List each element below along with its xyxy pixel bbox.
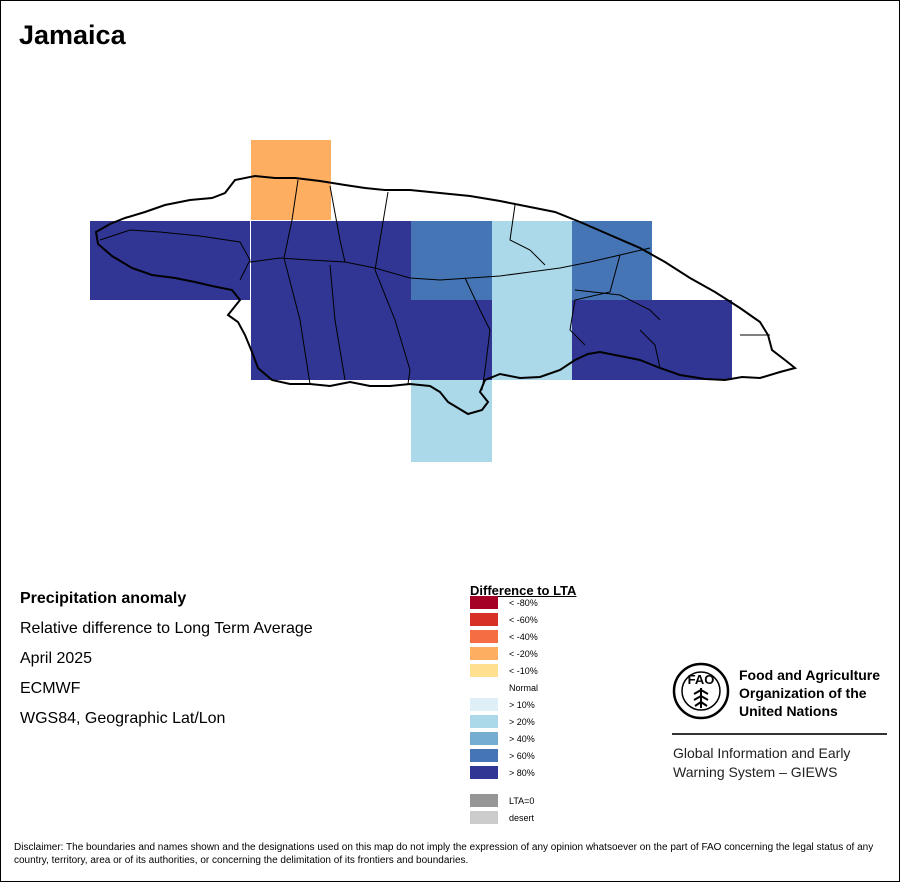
anomaly-cell: [572, 300, 732, 380]
info-period: April 2025: [20, 650, 93, 667]
anomaly-cell: [251, 300, 492, 380]
legend-item: Normal: [470, 681, 538, 694]
fao-branding: FAO Food and Agriculture Organization of…: [672, 662, 887, 780]
anomaly-cell: [251, 221, 411, 300]
legend-item: > 10%: [470, 698, 535, 711]
legend-item: > 20%: [470, 715, 535, 728]
map-info: Precipitation anomaly Relative differenc…: [20, 588, 313, 738]
anomaly-cell: [411, 221, 492, 300]
legend-label: < -80%: [509, 597, 538, 608]
legend-label: > 20%: [509, 716, 535, 727]
legend-item: < -40%: [470, 630, 538, 643]
anomaly-cell: [572, 221, 652, 300]
anomaly-cell: [411, 380, 492, 462]
legend-label: < -20%: [509, 648, 538, 659]
legend: Difference to LTA < -80% < -60% < -40% < -2…: [470, 583, 577, 824]
legend-swatch: [470, 698, 498, 711]
legend-swatch: [470, 647, 498, 660]
legend-label: Normal: [509, 682, 539, 693]
legend-label: > 80%: [509, 767, 535, 778]
legend-label: < -60%: [509, 614, 538, 625]
legend-title: Difference to LTA: [470, 583, 577, 598]
map-title: Jamaica: [19, 20, 126, 50]
legend-item: LTA=0: [470, 794, 534, 807]
legend-label: > 40%: [509, 733, 535, 744]
legend-item: > 40%: [470, 732, 535, 745]
legend-swatch: [470, 811, 498, 824]
legend-label: < -10%: [509, 665, 538, 676]
parish-boundaries: [99, 179, 770, 391]
legend-swatch: [470, 766, 498, 779]
legend-swatch: [470, 749, 498, 762]
legend-label: > 10%: [509, 699, 535, 710]
info-heading: Precipitation anomaly: [20, 590, 187, 607]
legend-item: < -80%: [470, 596, 538, 609]
legend-swatch: [470, 630, 498, 643]
info-projection: WGS84, Geographic Lat/Lon: [20, 710, 226, 727]
legend-swatch: [470, 794, 498, 807]
info-subtitle: Relative difference to Long Term Average: [20, 620, 313, 637]
org-name: Food and Agriculture Organization of the…: [739, 667, 881, 719]
legend-label: < -40%: [509, 631, 538, 642]
legend-item: < -10%: [470, 664, 538, 677]
legend-swatch: [470, 613, 498, 626]
system-name: Global Information and Early Warning Sys…: [673, 745, 851, 780]
anomaly-cell: [492, 300, 572, 380]
legend-swatch: [470, 681, 498, 694]
fao-logo-icon: FAO: [672, 662, 730, 720]
legend-item: < -60%: [470, 613, 538, 626]
legend-swatch: [470, 664, 498, 677]
legend-item: > 80%: [470, 766, 535, 779]
legend-label: desert: [509, 812, 535, 823]
anomaly-grid: [90, 140, 732, 462]
legend-label: > 60%: [509, 750, 535, 761]
legend-swatch: [470, 715, 498, 728]
disclaimer: Disclaimer: The boundaries and names sho…: [14, 842, 874, 866]
branding-divider: [672, 733, 887, 735]
legend-item: desert: [470, 811, 534, 824]
jamaica-outline: [94, 174, 798, 416]
info-source: ECMWF: [20, 680, 81, 697]
legend-item: < -20%: [470, 647, 538, 660]
legend-label: LTA=0: [509, 795, 535, 806]
legend-item: > 60%: [470, 749, 535, 762]
legend-swatch: [470, 596, 498, 609]
fao-logo-letters: FAO: [688, 672, 715, 687]
anomaly-cell: [492, 221, 572, 300]
legend-swatch: [470, 732, 498, 745]
